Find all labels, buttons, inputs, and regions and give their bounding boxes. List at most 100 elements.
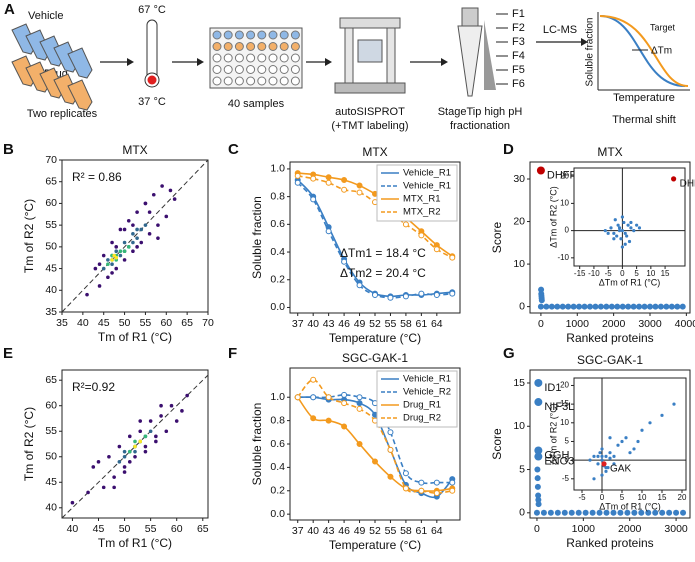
x-tick-label: 0 (538, 318, 544, 330)
point (168, 188, 173, 193)
point (535, 501, 542, 508)
point (598, 451, 602, 455)
point (659, 509, 666, 516)
point (600, 458, 604, 462)
point (101, 266, 106, 271)
well (223, 42, 233, 51)
replicates-label: Two replicates (27, 108, 98, 120)
gradient (484, 20, 496, 90)
inset-frame (573, 377, 687, 491)
point (596, 509, 603, 516)
point (135, 210, 139, 214)
point (372, 291, 378, 298)
point (620, 229, 624, 233)
point (534, 466, 541, 473)
point (538, 286, 545, 293)
point (180, 409, 184, 413)
y-tick-label: 0.8 (270, 190, 285, 202)
instrument-label: autoSISPROT (335, 106, 405, 118)
point (671, 176, 677, 182)
x-tick-label: 2000 (618, 523, 642, 535)
y-tick-label: 50 (45, 241, 57, 253)
point (648, 421, 652, 425)
point (341, 400, 348, 407)
chart-title: SGC-GAK-1 (342, 351, 408, 365)
point (147, 210, 152, 214)
point (635, 223, 639, 227)
point (625, 234, 629, 238)
point (612, 237, 616, 241)
point (640, 428, 644, 432)
point (606, 231, 610, 235)
point (592, 477, 596, 481)
point (143, 449, 148, 454)
point (310, 376, 317, 383)
point (151, 192, 156, 197)
y-tick-label: 10 (560, 198, 569, 207)
point (387, 429, 394, 436)
point (666, 509, 673, 516)
point (623, 231, 627, 235)
x-axis-label: Temperature (°C) (329, 538, 421, 552)
point (601, 461, 607, 467)
point (127, 434, 132, 439)
point (101, 485, 106, 490)
point (679, 303, 686, 310)
x-tick-label: 2000 (602, 318, 626, 330)
point (615, 234, 619, 238)
point (96, 460, 101, 464)
well (268, 53, 278, 63)
point (294, 172, 301, 179)
point (294, 394, 301, 401)
x-tick-label: 52 (369, 318, 381, 330)
well (212, 30, 222, 40)
arrow-head (581, 38, 588, 46)
fraction-label: F3 (512, 36, 525, 48)
point (97, 284, 102, 288)
point-label: ENO3 (544, 455, 574, 467)
stagetip-label: StageTip high pH (438, 106, 523, 118)
point (604, 466, 608, 470)
point (110, 258, 114, 262)
point (110, 271, 114, 275)
point (133, 439, 137, 444)
well (257, 30, 267, 40)
point (668, 303, 675, 310)
x-tick-label: 10 (638, 493, 647, 502)
point (625, 303, 632, 310)
y-tick-label: 30 (513, 173, 525, 185)
x-tick-label: 40 (307, 525, 319, 537)
point (543, 303, 550, 310)
well (257, 76, 267, 86)
x-tick-label: 35 (56, 317, 68, 329)
point (433, 291, 440, 298)
point (534, 398, 543, 407)
point (570, 303, 577, 310)
point (112, 485, 116, 490)
x-tick-label: 20 (678, 493, 687, 502)
point (561, 509, 568, 516)
point (148, 419, 153, 423)
well (234, 53, 244, 63)
point (433, 246, 440, 253)
panel-label: E (3, 345, 13, 362)
point-label: DHFR (680, 179, 695, 190)
point (603, 509, 610, 516)
point (133, 444, 137, 449)
point (449, 479, 456, 486)
point (325, 417, 332, 424)
instrument-pillar (344, 27, 354, 84)
point (169, 403, 174, 408)
point (106, 258, 110, 262)
point (402, 293, 409, 300)
point (341, 423, 348, 430)
x-tick-label: 0 (620, 269, 625, 278)
well (246, 30, 256, 40)
point (106, 262, 110, 267)
well (234, 42, 244, 51)
point (626, 223, 630, 227)
x-tick-label: 64 (431, 525, 443, 537)
annotation: ΔTm2 = 20.4 °C (340, 266, 426, 280)
point (325, 394, 332, 401)
point (148, 429, 153, 434)
